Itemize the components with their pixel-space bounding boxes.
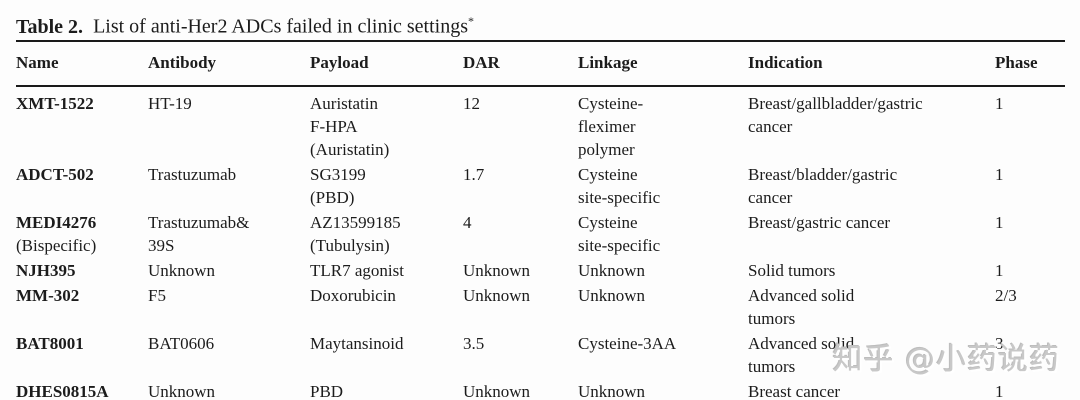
cell-indication: Advanced solid tumors: [748, 334, 855, 376]
cell-name: MEDI4276 (Bispecific): [16, 209, 148, 257]
table-row: ADCT-502 Trastuzumab SG3199 (PBD) 1.7 Cy…: [16, 161, 1065, 209]
cell-name: ADCT-502: [16, 161, 148, 209]
table-caption-label: Table 2.: [16, 15, 84, 38]
cell-antibody: F5: [148, 286, 166, 305]
column-header-dar: DAR: [463, 41, 578, 87]
table-header: Name Antibody Payload DAR Linkage Indica…: [16, 41, 1065, 87]
table-row: BAT8001 BAT0606 Maytansinoid 3.5 Cystein…: [16, 330, 1065, 378]
cell-indication: Advanced solid tumors: [748, 286, 855, 328]
cell-payload: SG3199 (PBD): [310, 165, 366, 207]
cell-phase: 1: [995, 94, 1004, 113]
cell-dar: Unknown: [463, 382, 531, 400]
cell-phase: 2/3: [995, 286, 1017, 305]
cell-antibody: BAT0606: [148, 334, 215, 353]
table-row: XMT-1522 HT-19 Auristatin F-HPA (Aurista…: [16, 86, 1065, 161]
column-header-name: Name: [16, 41, 148, 87]
cell-indication: Breast/gallbladder/gastric cancer: [748, 94, 923, 136]
cell-antibody: Unknown: [148, 261, 216, 280]
column-header-indication: Indication: [748, 41, 995, 87]
cell-name: XMT-1522: [16, 86, 148, 161]
cell-payload: TLR7 agonist: [310, 261, 404, 280]
table-row: DHES0815A Unknown PBD Unknown Unknown Br…: [16, 378, 1065, 400]
cell-antibody: Trastuzumab& 39S: [148, 213, 250, 255]
cell-antibody: HT-19: [148, 94, 192, 113]
cell-payload: Maytansinoid: [310, 334, 404, 353]
table-caption-text: List of anti-Her2 ADCs failed in clinic …: [93, 15, 468, 38]
drug-name: XMT-1522: [16, 94, 94, 113]
table-caption-footnote-mark: *: [468, 14, 474, 28]
cell-indication: Breast/gastric cancer: [748, 213, 891, 232]
column-header-payload: Payload: [310, 41, 463, 87]
cell-name: MM-302: [16, 282, 148, 330]
column-header-phase: Phase: [995, 41, 1065, 87]
cell-payload: Auristatin F-HPA (Auristatin): [310, 94, 390, 159]
column-header-antibody: Antibody: [148, 41, 310, 87]
cell-payload: PBD: [310, 382, 344, 400]
cell-dar: 1.7: [463, 165, 485, 184]
table-row: NJH395 Unknown TLR7 agonist Unknown Unkn…: [16, 257, 1065, 282]
cell-dar: 4: [463, 213, 472, 232]
drug-name: ADCT-502: [16, 165, 94, 184]
cell-linkage: Unknown: [578, 286, 646, 305]
cell-payload: Doxorubicin: [310, 286, 396, 305]
cell-dar: 3.5: [463, 334, 485, 353]
cell-linkage: Unknown: [578, 261, 646, 280]
header-row: Name Antibody Payload DAR Linkage Indica…: [16, 41, 1065, 87]
cell-dar: 12: [463, 94, 480, 113]
cell-phase: 1: [995, 213, 1004, 232]
drug-name: BAT8001: [16, 334, 84, 353]
drug-name: MEDI4276: [16, 213, 97, 232]
cell-dar: Unknown: [463, 286, 531, 305]
table-row: MM-302 F5 Doxorubicin Unknown Unknown Ad…: [16, 282, 1065, 330]
table-caption: Table 2. List of anti-Her2 ADCs failed in…: [16, 8, 474, 40]
cell-indication: Breast/bladder/gastric cancer: [748, 165, 898, 207]
drug-name: NJH395: [16, 261, 76, 280]
adc-failed-table: Name Antibody Payload DAR Linkage Indica…: [16, 40, 1065, 400]
cell-name: NJH395: [16, 257, 148, 282]
drug-name-sub: (Bispecific): [16, 236, 97, 255]
table-row: MEDI4276 (Bispecific) Trastuzumab& 39S A…: [16, 209, 1065, 257]
cell-payload: AZ13599185 (Tubulysin): [310, 213, 401, 255]
cell-linkage: Unknown: [578, 382, 646, 400]
cell-indication: Breast cancer: [748, 382, 841, 400]
cell-name: DHES0815A: [16, 378, 148, 400]
cell-linkage: Cysteine- fleximer polymer: [578, 94, 644, 159]
cell-phase: 1: [995, 165, 1004, 184]
cell-name: BAT8001: [16, 330, 148, 378]
cell-phase: 3: [995, 334, 1004, 353]
cell-linkage: Cysteine site-specific: [578, 213, 661, 255]
drug-name: MM-302: [16, 286, 80, 305]
cell-indication: Solid tumors: [748, 261, 836, 280]
cell-dar: Unknown: [463, 261, 531, 280]
cell-phase: 1: [995, 261, 1004, 280]
cell-linkage: Cysteine site-specific: [578, 165, 661, 207]
cell-antibody: Unknown: [148, 382, 216, 400]
drug-name: DHES0815A: [16, 382, 109, 400]
cell-phase: 1: [995, 382, 1004, 400]
cell-antibody: Trastuzumab: [148, 165, 237, 184]
table-body: XMT-1522 HT-19 Auristatin F-HPA (Aurista…: [16, 86, 1065, 400]
cell-linkage: Cysteine-3AA: [578, 334, 677, 353]
column-header-linkage: Linkage: [578, 41, 748, 87]
